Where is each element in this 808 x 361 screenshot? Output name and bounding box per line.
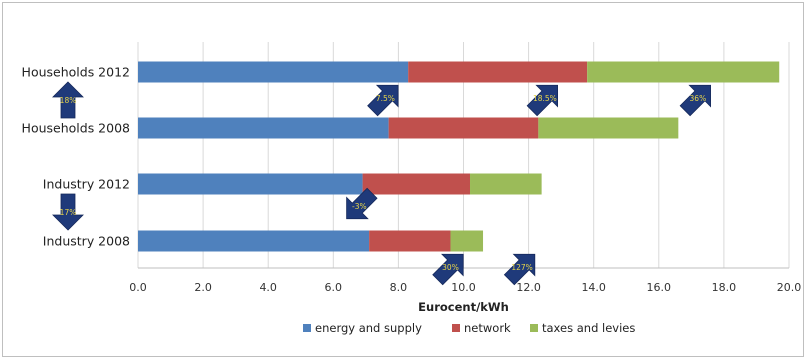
bars [138, 61, 780, 252]
legend-label: taxes and levies [542, 321, 635, 335]
annotation-arrow: 17% [52, 193, 84, 231]
arrow-icon [52, 81, 84, 119]
bar-segment [138, 173, 363, 195]
bar-segment [587, 61, 780, 83]
annotation-arrow: -3% [346, 187, 378, 220]
arrow-icon [52, 193, 84, 231]
x-tick-label: 0.0 [129, 281, 147, 294]
x-tick-label: 2.0 [194, 281, 212, 294]
x-tick-label: 6.0 [325, 281, 343, 294]
bar-segment [408, 61, 588, 83]
annotation-arrow: 30% [432, 253, 464, 286]
bar-segment [470, 173, 542, 195]
arrow-icon [526, 84, 559, 117]
x-tick-label: 8.0 [390, 281, 408, 294]
annotation-arrow: 7.5% [367, 84, 399, 117]
category-label: Households 2008 [22, 121, 130, 136]
annotation-label: -3% [352, 202, 367, 211]
legend-label: network [464, 321, 511, 335]
annotations: 18% 7.5% 18.5% 36% 17% -3% 30% 127% [52, 81, 711, 286]
arrow-icon [679, 84, 711, 117]
annotation-arrow: 18.5% [526, 84, 559, 117]
annotation-label: 36% [690, 94, 707, 103]
legend-swatch [303, 324, 311, 332]
legend-label: energy and supply [315, 321, 422, 335]
bar-segment [450, 230, 484, 252]
x-axis-title: Eurocent/kWh [418, 300, 509, 314]
arrow-icon [503, 253, 536, 286]
arrow-icon [367, 84, 399, 117]
x-tick-label: 18.0 [712, 281, 737, 294]
annotation-label: 17% [60, 208, 77, 217]
annotation-label: 18.5% [533, 94, 557, 103]
bar-segment [138, 230, 370, 252]
x-tick-label: 4.0 [259, 281, 277, 294]
category-labels: Households 2012 Households 2008 Industry 2… [22, 65, 130, 249]
annotation-arrow: 18% [52, 81, 84, 119]
bar-segment [362, 173, 471, 195]
x-tick-label: 12.0 [516, 281, 541, 294]
arrow-icon [432, 253, 464, 286]
annotation-label: 18% [60, 96, 77, 105]
bar-segment [388, 117, 539, 139]
legend-swatch [530, 324, 538, 332]
bar-segment [369, 230, 451, 252]
annotation-label: 127% [511, 263, 532, 272]
annotation-arrow: 36% [679, 84, 711, 117]
x-tick-label: 10.0 [451, 281, 476, 294]
x-tick-label: 20.0 [777, 281, 802, 294]
x-tick-label: 16.0 [647, 281, 672, 294]
x-tick-labels: 0.0 2.0 4.0 6.0 8.0 10.0 12.0 14.0 16.0 18.0 20.0 [129, 281, 801, 294]
bar-segment [138, 117, 389, 139]
legend: energy and supply network taxes and levies [303, 321, 635, 335]
category-label: Industry 2008 [43, 234, 130, 249]
bar-segment [138, 61, 409, 83]
legend-swatch [452, 324, 460, 332]
category-label: Industry 2012 [43, 177, 130, 192]
annotation-label: 7.5% [376, 94, 395, 103]
annotation-label: 30% [442, 263, 459, 272]
annotation-arrow: 127% [503, 253, 536, 286]
x-tick-label: 14.0 [581, 281, 606, 294]
bar-segment [538, 117, 679, 139]
category-label: Households 2012 [22, 65, 130, 80]
arrow-icon [346, 187, 378, 220]
